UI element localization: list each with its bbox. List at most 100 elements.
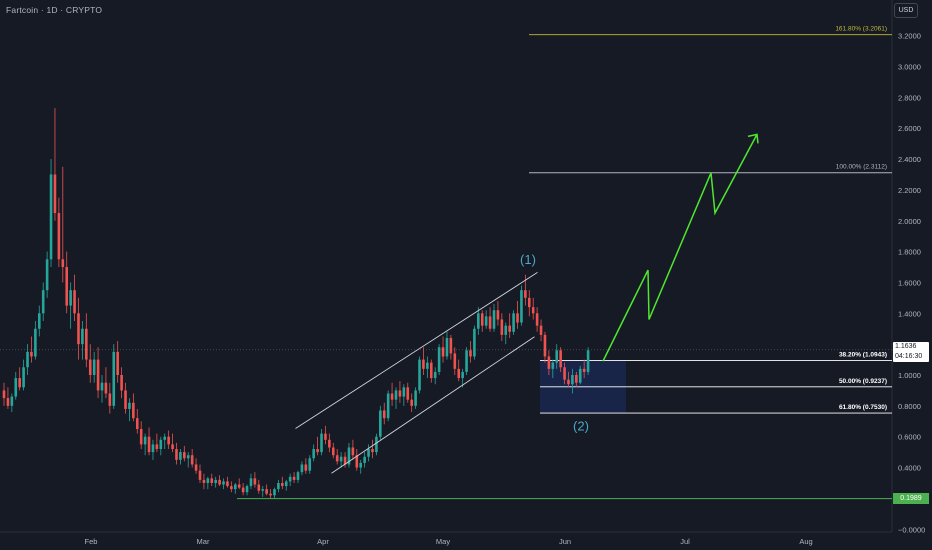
candle-body	[551, 362, 555, 369]
candle-body	[269, 493, 272, 496]
y-tick-label: 1.6000	[898, 278, 921, 287]
candle-body	[132, 402, 135, 419]
candle-body	[555, 350, 559, 363]
candle-body	[57, 213, 61, 260]
candle-body	[414, 390, 417, 406]
y-tick-label: 2.8000	[898, 93, 921, 102]
candle-body	[571, 375, 574, 385]
candle-body	[398, 390, 402, 397]
candle-body	[281, 482, 284, 487]
candle-body	[343, 456, 347, 465]
projection-arrowhead	[747, 133, 759, 144]
candle-body	[531, 307, 535, 314]
candle-body	[18, 378, 21, 388]
candle-body	[418, 359, 421, 391]
candle-body	[41, 290, 45, 314]
candle-body	[371, 449, 374, 453]
y-tick-label: 1.8000	[898, 248, 921, 257]
candle-body	[441, 347, 445, 357]
candle-body	[324, 433, 327, 440]
candle-body	[288, 476, 292, 482]
candle-body	[233, 484, 237, 490]
candle-body	[2, 390, 6, 399]
candle-body	[465, 350, 468, 372]
candle-body	[422, 359, 425, 369]
candle-body	[85, 328, 88, 360]
candle-body	[520, 290, 523, 323]
x-tick-label: Apr	[317, 537, 329, 546]
x-tick-label: Mar	[197, 537, 210, 546]
candle-body	[171, 444, 174, 450]
candle-body	[582, 368, 586, 372]
candle-body	[492, 310, 496, 329]
candle-body	[304, 464, 308, 471]
candle-body	[535, 313, 539, 326]
y-tick-label: 3.2000	[898, 32, 921, 41]
candle-body	[312, 449, 315, 459]
candle-body	[96, 359, 100, 391]
x-tick-label: Feb	[85, 537, 98, 546]
candle-body	[190, 455, 194, 465]
x-tick-label: Jun	[559, 537, 571, 546]
channel-upper-line	[295, 272, 538, 429]
candle-body	[10, 396, 14, 406]
candle-body	[500, 319, 504, 335]
candle-body	[155, 444, 159, 450]
candle-body	[69, 290, 72, 306]
candle-body	[124, 390, 127, 409]
candle-body	[257, 484, 261, 491]
y-tick-label: 2.4000	[898, 155, 921, 164]
candle-body	[230, 486, 233, 490]
candle-body	[457, 368, 461, 379]
candle-body	[488, 316, 492, 329]
candle-body	[367, 449, 370, 457]
candle-body	[128, 402, 131, 409]
candle-body	[504, 325, 508, 335]
candle-body	[320, 433, 323, 453]
fib-base-tag: 0.1989	[893, 493, 929, 504]
candle-body	[461, 371, 464, 379]
candle-body	[277, 482, 280, 490]
candle-body	[331, 447, 335, 456]
candle-body	[214, 479, 217, 483]
candle-body	[218, 479, 221, 485]
last-price-tag: 1.1636 04:16:30	[893, 342, 929, 362]
candle-body	[394, 390, 398, 400]
candle-body	[237, 484, 241, 488]
wave-label: (1)	[520, 252, 536, 267]
x-tick-label: Aug	[799, 537, 812, 546]
candle-body	[296, 472, 300, 480]
currency-selector[interactable]: USD	[894, 3, 918, 18]
fib-level-label: 61.80% (0.7530)	[839, 404, 887, 411]
candle-body	[445, 337, 449, 357]
y-tick-label: 2.6000	[898, 124, 921, 133]
candle-body	[14, 378, 18, 397]
y-tick-label: −0.0000	[898, 525, 925, 534]
candle-body	[77, 313, 80, 345]
candle-body	[516, 313, 519, 323]
candle-body	[292, 476, 296, 480]
candle-body	[547, 356, 551, 369]
candle-body	[390, 393, 394, 400]
candle-body	[167, 436, 170, 445]
candle-body	[339, 456, 343, 462]
candle-body	[163, 436, 167, 440]
candle-body	[433, 371, 437, 379]
candle-body	[508, 325, 511, 332]
candle-body	[202, 479, 206, 483]
y-tick-label: 3.0000	[898, 63, 921, 72]
candle-body	[100, 382, 104, 391]
candle-body	[210, 478, 214, 483]
candle-body	[261, 489, 265, 491]
fib-level-label: 38.20% (1.0943)	[839, 351, 887, 358]
last-price-value: 1.1636	[895, 343, 917, 350]
candle-body	[543, 334, 547, 357]
candle-body	[328, 439, 331, 448]
candle-body	[347, 447, 351, 465]
candle-body	[382, 410, 386, 419]
candle-body	[65, 267, 69, 306]
candle-body	[308, 458, 312, 471]
candle-body	[426, 362, 429, 369]
